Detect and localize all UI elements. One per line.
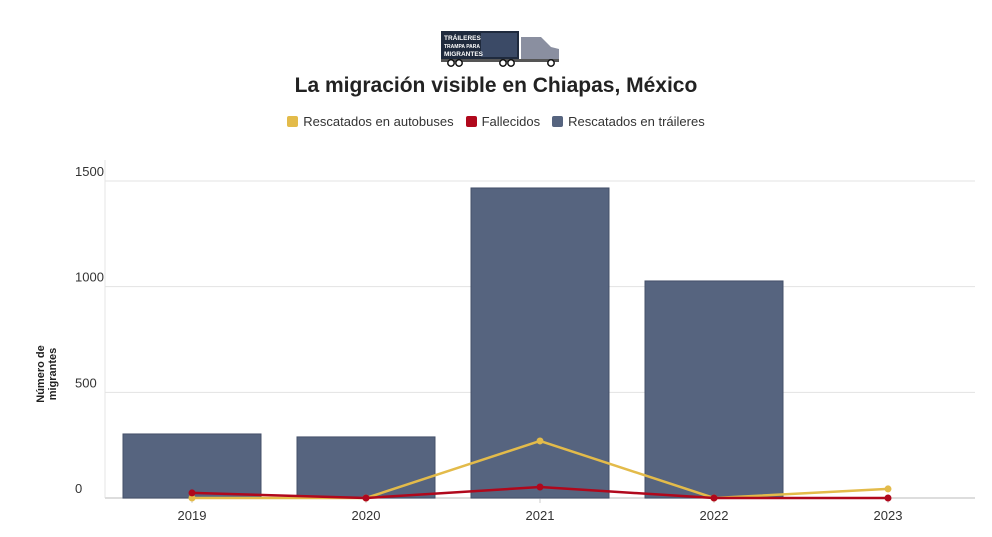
bar-2019 <box>122 433 262 499</box>
legend-swatch <box>465 116 477 127</box>
trailer-logo: TRÁILERES TRAMPA PARA MIGRANTES <box>441 31 559 67</box>
x-tick-label: 2021 <box>526 508 555 523</box>
bar-2021 <box>470 187 610 499</box>
x-tick-label: 2023 <box>874 508 903 523</box>
legend-item[interactable]: Rescatados en autobuses <box>287 114 454 129</box>
x-tick-label: 2020 <box>352 508 381 523</box>
x-tick-label: 2022 <box>700 508 729 523</box>
bar-2020 <box>296 436 436 499</box>
point-2021 <box>536 437 544 445</box>
y-tick-label: 1500 <box>75 164 104 179</box>
point-2021 <box>536 483 544 491</box>
y-tick-label: 0 <box>75 481 82 496</box>
svg-text:TRÁILERES: TRÁILERES <box>444 33 482 42</box>
point-2022 <box>710 494 718 502</box>
legend-label: Rescatados en autobuses <box>303 114 454 129</box>
point-2019 <box>188 489 196 497</box>
bar-2022 <box>644 280 784 499</box>
point-2023 <box>884 494 892 502</box>
chart-title: La migración visible en Chiapas, México <box>294 74 698 97</box>
legend-label: Fallecidos <box>481 114 541 129</box>
legend: Rescatados en autobuses Fallecidos Rescata… <box>0 114 992 129</box>
legend-swatch <box>552 116 564 127</box>
y-tick-label: 500 <box>75 375 97 390</box>
point-2023 <box>884 485 892 493</box>
legend-item[interactable]: Fallecidos <box>465 114 541 129</box>
y-tick-label: 1000 <box>75 270 104 285</box>
point-2019 <box>188 494 196 502</box>
legend-label: Rescatados en tráileres <box>568 114 705 129</box>
svg-text:TRAMPA PARA: TRAMPA PARA <box>444 44 480 50</box>
point-2020 <box>362 494 370 502</box>
x-tick-label: 2019 <box>178 508 207 523</box>
legend-item[interactable]: Rescatados en tráileres <box>552 114 705 129</box>
legend-swatch <box>287 116 299 127</box>
svg-text:MIGRANTES: MIGRANTES <box>444 51 484 58</box>
